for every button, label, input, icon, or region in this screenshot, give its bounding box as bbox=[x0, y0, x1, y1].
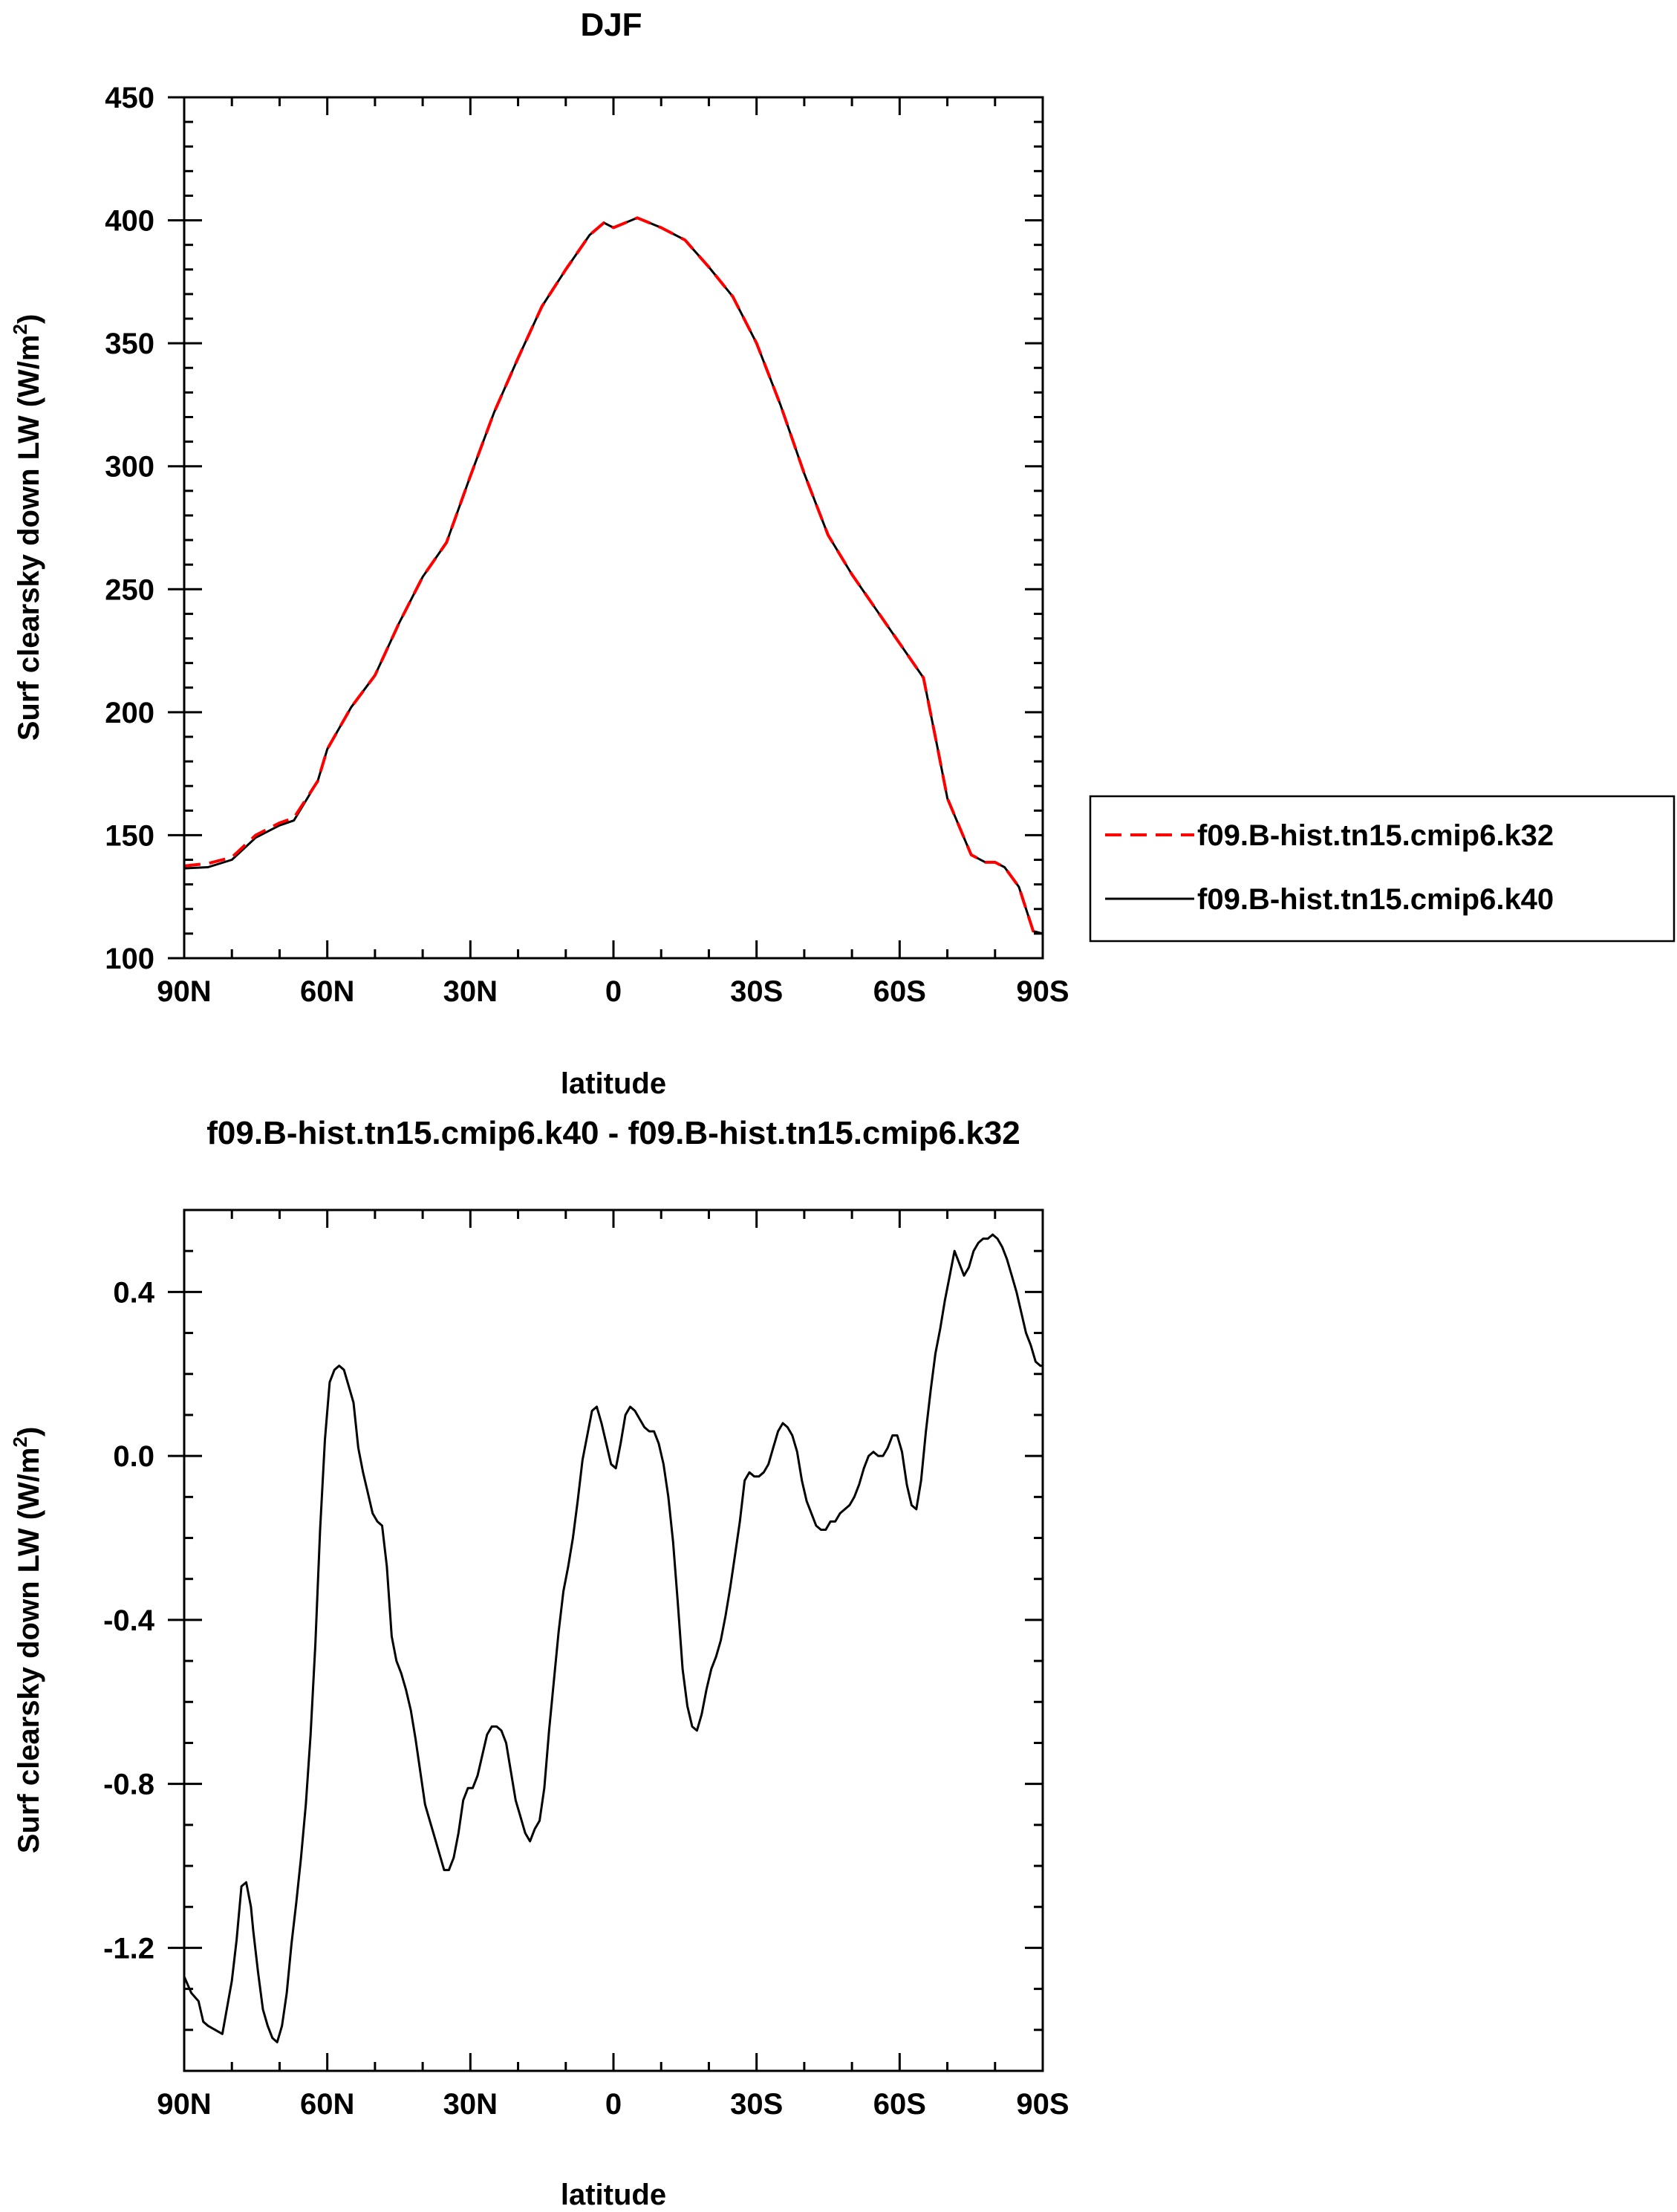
top-panel-tick-labels: 90N 60N 30N 0 30S 60S 90S 100 150 200 250 300 350 400… bbox=[105, 82, 1069, 1008]
bottom-x-tick-label: 60N bbox=[300, 2088, 354, 2121]
legend: f09.B-hist.tn15.cmip6.k32 f09.B-hist.tn1… bbox=[1089, 795, 1676, 943]
bottom-y-tick-label: -0.4 bbox=[103, 1604, 155, 1637]
top-y-axis-label-main: Surf clearsky down LW (W/m bbox=[13, 335, 45, 741]
top-y-tick-label: 400 bbox=[105, 205, 154, 238]
top-y-tick-label: 100 bbox=[105, 943, 154, 975]
top-y-axis-label-end: ) bbox=[13, 314, 45, 324]
bottom-x-tick-label: 30S bbox=[730, 2088, 783, 2121]
top-y-tick-label: 200 bbox=[105, 697, 154, 729]
bottom-y-axis-label: Surf clearsky down LW (W/m2) bbox=[9, 1427, 45, 1854]
bottom-y-axis-label-end: ) bbox=[13, 1427, 45, 1437]
top-series-line-1 bbox=[183, 216, 1043, 935]
bottom-x-tick-label: 30N bbox=[443, 2088, 498, 2121]
top-x-tick-label: 90N bbox=[157, 975, 211, 1008]
top-y-axis-label-sup: 2 bbox=[9, 324, 31, 334]
bottom-panel: f09.B-hist.tn15.cmip6.k40 - f09.B-hist.t… bbox=[9, 1115, 1069, 2211]
bottom-y-tick-label: -0.8 bbox=[103, 1769, 154, 1801]
bottom-panel-ticks bbox=[168, 1209, 1044, 2072]
bottom-y-axis-label-main: Surf clearsky down LW (W/m bbox=[13, 1448, 45, 1854]
top-x-tick-label: 60S bbox=[873, 975, 926, 1008]
top-x-axis-label: latitude bbox=[561, 1067, 666, 1100]
top-series-line-0 bbox=[183, 216, 1043, 935]
bottom-x-axis-label: latitude bbox=[561, 2179, 666, 2211]
top-plot-frame bbox=[183, 96, 1044, 960]
bottom-x-tick-label: 90N bbox=[157, 2088, 211, 2121]
legend-label-k32: f09.B-hist.tn15.cmip6.k32 bbox=[1197, 819, 1554, 852]
top-x-tick-label: 90S bbox=[1016, 975, 1069, 1008]
bottom-x-tick-label: 60S bbox=[873, 2088, 926, 2121]
top-x-tick-label: 0 bbox=[605, 975, 622, 1008]
bottom-panel-title: f09.B-hist.tn15.cmip6.k40 - f09.B-hist.t… bbox=[206, 1115, 1020, 1151]
bottom-y-tick-label: 0.4 bbox=[113, 1276, 154, 1309]
legend-label-k40: f09.B-hist.tn15.cmip6.k40 bbox=[1197, 883, 1554, 916]
top-x-tick-label: 30S bbox=[730, 975, 783, 1008]
top-panel: DJF 90N 60N 30N 0 30S 60S 90S 100 150 200 250 300 35… bbox=[9, 7, 1676, 1100]
top-x-tick-label: 30N bbox=[443, 975, 498, 1008]
top-panel-ticks bbox=[168, 96, 1044, 960]
bottom-y-axis-label-sup: 2 bbox=[9, 1437, 31, 1447]
top-y-tick-label: 150 bbox=[105, 819, 154, 852]
top-y-tick-label: 350 bbox=[105, 328, 154, 360]
bottom-y-tick-label: 0.0 bbox=[113, 1440, 154, 1473]
bottom-x-tick-label: 0 bbox=[605, 2088, 622, 2121]
bottom-panel-series bbox=[183, 1233, 1043, 2043]
bottom-series-line-0 bbox=[183, 1233, 1043, 2043]
bottom-x-tick-label: 90S bbox=[1016, 2088, 1069, 2121]
bottom-plot-frame bbox=[183, 1209, 1044, 2072]
bottom-panel-tick-labels: 90N 60N 30N 0 30S 60S 90S -1.2 -0.8 -0.4 0.0 0.4 bbox=[103, 1276, 1069, 2121]
top-y-tick-label: 300 bbox=[105, 451, 154, 484]
top-y-axis-label: Surf clearsky down LW (W/m2) bbox=[9, 314, 45, 741]
top-panel-series bbox=[183, 216, 1043, 935]
top-y-tick-label: 250 bbox=[105, 573, 154, 606]
top-panel-title: DJF bbox=[580, 7, 642, 43]
top-x-tick-label: 60N bbox=[300, 975, 354, 1008]
bottom-y-tick-label: -1.2 bbox=[103, 1932, 154, 1965]
legend-box bbox=[1089, 795, 1676, 943]
top-y-tick-label: 450 bbox=[105, 82, 154, 114]
